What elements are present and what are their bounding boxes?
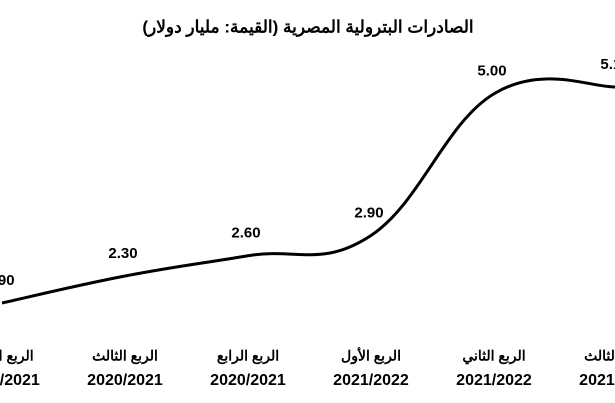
x-tick-label: 2020/2021: [210, 372, 286, 389]
data-label: 2.90: [354, 204, 383, 221]
x-tick-label: الربع الثالث: [584, 348, 615, 365]
x-tick-label: 2021/2022: [333, 372, 409, 389]
x-tick-label: الربع الرابع: [217, 348, 279, 365]
x-tick-label: الربع الثالث: [92, 348, 158, 365]
data-label: 2.30: [108, 245, 137, 262]
data-label: 2.60: [231, 225, 260, 242]
x-tick-label: 2020/2021: [0, 372, 40, 389]
data-label: 1.90: [0, 272, 15, 289]
x-tick-label: الربع الثاني: [0, 348, 34, 365]
x-tick-label: الربع الثاني: [462, 348, 525, 365]
x-tick-label: 2021/2022: [456, 372, 532, 389]
x-tick-label: 2020/2021: [87, 372, 163, 389]
line: [1, 77, 615, 305]
data-label: 5.10: [600, 56, 615, 73]
x-tick-label: 2021/2022: [579, 372, 615, 389]
x-tick-label: الربع الأول: [341, 347, 401, 365]
chart-title: الصادرات البترولية المصرية (القيمة: مليا…: [142, 17, 473, 37]
data-label: 5.00: [477, 63, 506, 80]
